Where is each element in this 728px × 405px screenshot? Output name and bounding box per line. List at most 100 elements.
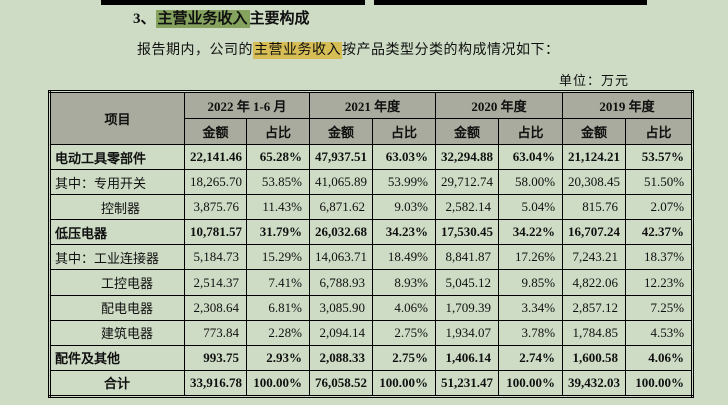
cell-value: 2,308.64 — [184, 294, 247, 321]
cell-value: 815.76 — [562, 194, 627, 221]
header-amount: 金额 — [562, 118, 627, 145]
header-item: 项目 — [49, 91, 185, 145]
header-period-2021: 2021 年度 — [308, 91, 437, 119]
cell-value: 6,871.62 — [309, 194, 373, 221]
table-row: 建筑电器 773.84 2.28% 2,094.14 2.75% 1,934.07 3.78… — [49, 319, 694, 346]
header-ratio: 占比 — [498, 118, 564, 145]
cell-value: 3.34% — [498, 294, 564, 321]
cell-value: 100.00% — [371, 369, 437, 397]
intro-highlighted-text: 主营业务收入 — [253, 42, 342, 59]
cell-value: 2,514.37 — [184, 269, 247, 296]
row-label: 配电电器 — [49, 294, 185, 321]
header-ratio: 占比 — [246, 118, 310, 145]
cell-value: 5,184.73 — [184, 244, 247, 271]
cell-value: 100.00% — [625, 369, 694, 397]
cell-value: 4.06% — [371, 294, 437, 321]
heading-highlighted-text: 主营业务收入 — [155, 10, 250, 28]
cell-value: 3,085.90 — [309, 294, 373, 321]
cell-value: 14,063.71 — [309, 244, 373, 271]
row-label: 其中：工业连接器 — [49, 244, 185, 271]
cell-value: 1,709.39 — [435, 294, 500, 321]
cell-value: 2,094.14 — [309, 319, 373, 346]
row-label: 合计 — [49, 369, 185, 397]
heading-rest: 主要构成 — [249, 11, 310, 27]
header-period-2019: 2019 年度 — [562, 91, 694, 119]
cell-value: 2.93% — [246, 344, 310, 371]
cell-value: 51,231.47 — [435, 369, 500, 397]
cell-value: 2.75% — [371, 344, 437, 371]
cell-value: 7,243.21 — [562, 244, 627, 271]
cell-value: 2.75% — [371, 319, 437, 346]
cell-value: 22,141.46 — [184, 143, 247, 171]
table-row: 其中：工业连接器 5,184.73 15.29% 14,063.71 18.49% 8,8… — [49, 244, 694, 271]
row-label: 配件及其他 — [49, 344, 185, 371]
cell-value: 18.37% — [625, 244, 694, 271]
cell-value: 4.53% — [625, 319, 694, 346]
cell-value: 1,406.14 — [435, 344, 500, 371]
cell-value: 53.85% — [246, 169, 310, 196]
cell-value: 58.00% — [498, 169, 564, 196]
cell-value: 993.75 — [184, 344, 247, 371]
header-period-2022: 2022 年 1-6 月 — [184, 91, 310, 119]
cell-value: 51.50% — [625, 169, 694, 196]
cell-value: 2.07% — [625, 194, 694, 221]
cell-value: 42.37% — [625, 219, 694, 246]
cell-value: 1,600.58 — [562, 344, 627, 371]
cell-value: 5,045.12 — [435, 269, 500, 296]
header-ratio: 占比 — [371, 118, 437, 145]
row-label: 电动工具零部件 — [49, 143, 185, 171]
cell-value: 17.26% — [498, 244, 564, 271]
cell-value: 100.00% — [498, 369, 564, 397]
heading-number: 3、 — [133, 11, 156, 27]
table-body: 电动工具零部件 22,141.46 65.28% 47,937.51 63.03% 32,… — [49, 143, 694, 397]
header-amount: 金额 — [184, 118, 247, 145]
cell-value: 5.04% — [498, 194, 564, 221]
table-row: 合计 33,916.78 100.00% 76,058.52 100.00% 51,231… — [49, 369, 694, 397]
intro-paragraph: 报告期内，公司的主营业务收入按产品类型分类的构成情况如下： — [137, 41, 560, 61]
cell-value: 65.28% — [246, 143, 310, 171]
cell-value: 10,781.57 — [184, 219, 247, 246]
table-row: 配电电器 2,308.64 6.81% 3,085.90 4.06% 1,709.39 3.… — [49, 294, 694, 321]
header-amount: 金额 — [435, 118, 500, 145]
header-amount: 金额 — [309, 118, 373, 145]
cell-value: 76,058.52 — [309, 369, 373, 397]
cell-value: 6.81% — [246, 294, 310, 321]
row-label: 低压电器 — [49, 219, 185, 246]
cell-value: 6,788.93 — [309, 269, 373, 296]
cell-value: 11.43% — [246, 194, 310, 221]
cell-value: 9.85% — [498, 269, 564, 296]
row-label: 其中：专用开关 — [49, 169, 185, 196]
cell-value: 20,308.45 — [562, 169, 627, 196]
cell-value: 1,784.85 — [562, 319, 627, 346]
cell-value: 53.99% — [371, 169, 437, 196]
intro-before: 报告期内，公司的 — [137, 43, 253, 58]
cell-value: 18.49% — [371, 244, 437, 271]
cell-value: 29,712.74 — [435, 169, 500, 196]
table-row: 工控电器 2,514.37 7.41% 6,788.93 8.93% 5,045.12 9.… — [49, 269, 694, 296]
cell-value: 1,934.07 — [435, 319, 500, 346]
cell-value: 12.23% — [625, 269, 694, 296]
cell-value: 32,294.88 — [435, 143, 500, 171]
cell-value: 63.03% — [371, 143, 437, 171]
row-label: 建筑电器 — [49, 319, 185, 346]
intro-after: 按产品类型分类的构成情况如下： — [342, 43, 560, 58]
cell-value: 4,822.06 — [562, 269, 627, 296]
cell-value: 7.41% — [246, 269, 310, 296]
table-row: 低压电器 10,781.57 31.79% 26,032.68 34.23% 17,530… — [49, 219, 694, 246]
cell-value: 2,088.33 — [309, 344, 373, 371]
cell-value: 31.79% — [246, 219, 310, 246]
unit-label: 单位：万元 — [559, 73, 630, 88]
cell-value: 2,582.14 — [435, 194, 500, 221]
table-row: 电动工具零部件 22,141.46 65.28% 47,937.51 63.03% 32,… — [49, 143, 694, 171]
cell-value: 8.93% — [371, 269, 437, 296]
table-row: 配件及其他 993.75 2.93% 2,088.33 2.75% 1,406.14 2.7… — [49, 344, 694, 371]
cell-value: 34.23% — [371, 219, 437, 246]
cell-value: 34.22% — [498, 219, 564, 246]
cell-value: 2.28% — [246, 319, 310, 346]
table-header: 项目 2022 年 1-6 月 2021 年度 2020 年度 2019 年度 … — [49, 91, 694, 145]
cell-value: 26,032.68 — [309, 219, 373, 246]
cell-value: 7.25% — [625, 294, 694, 321]
header-row-measures: 金额 占比 金额 占比 金额 占比 金额 占比 — [50, 118, 694, 145]
cell-value: 17,530.45 — [435, 219, 500, 246]
cell-value: 53.57% — [625, 143, 694, 171]
